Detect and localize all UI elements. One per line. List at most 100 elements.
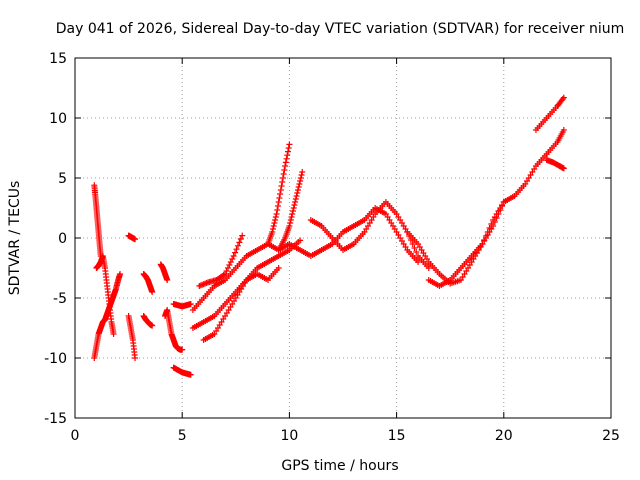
data-point-interp xyxy=(227,259,234,265)
x-tick-label: 15 xyxy=(388,428,406,444)
y-tick-label: 15 xyxy=(49,51,67,67)
x-tick-label: 5 xyxy=(178,428,187,444)
data-point-interp xyxy=(274,207,281,213)
data-point-interp xyxy=(484,229,491,235)
data-point-interp xyxy=(288,214,295,220)
data-point-interp xyxy=(294,190,301,196)
data-point xyxy=(479,241,486,247)
y-tick-label: -10 xyxy=(44,351,67,367)
data-point-interp xyxy=(275,199,282,205)
data-point xyxy=(290,205,297,211)
data-point-interp xyxy=(274,203,281,209)
data-point-interp xyxy=(237,236,244,242)
grid-lines xyxy=(75,58,611,418)
data-point-interp xyxy=(271,220,278,226)
data-point xyxy=(299,169,306,175)
data-point xyxy=(560,165,567,172)
data-point xyxy=(149,289,156,295)
data-point xyxy=(286,223,293,229)
data-point xyxy=(187,371,194,378)
data-point-interp xyxy=(293,193,300,199)
data-point-interp xyxy=(488,221,495,227)
data-point xyxy=(187,301,194,307)
data-point xyxy=(560,127,567,133)
data-point-interp xyxy=(298,172,305,178)
x-tick-label: 0 xyxy=(71,428,80,444)
data-point xyxy=(425,265,432,271)
x-tick-label: 20 xyxy=(495,428,513,444)
data-point-interp xyxy=(481,237,488,243)
data-point-interp xyxy=(297,178,304,184)
data-point xyxy=(179,346,186,353)
axis-ticks: 0 5 10 15 20 25 -15 -10 -5 0 5 10 15 xyxy=(44,51,620,444)
data-point-interp xyxy=(284,152,291,159)
data-point-interp xyxy=(287,220,294,226)
data-point xyxy=(149,322,156,329)
data-point-interp xyxy=(236,239,243,246)
data-point xyxy=(297,237,304,244)
data-point xyxy=(132,236,139,243)
data-point xyxy=(277,187,284,193)
y-tick-label: 5 xyxy=(58,171,67,187)
data-point-interp xyxy=(482,233,489,239)
data-point xyxy=(239,232,246,239)
data-point xyxy=(273,211,280,217)
data-point-interp xyxy=(295,184,302,190)
data-point-interp xyxy=(234,242,241,249)
data-point xyxy=(294,187,301,193)
data-point xyxy=(269,229,276,235)
data-point-interp xyxy=(278,183,285,189)
data-point-interp xyxy=(233,246,240,253)
data-point-interp xyxy=(279,175,286,181)
data-point-interp xyxy=(224,265,231,271)
x-tick-label: 10 xyxy=(280,428,298,444)
data-point-interp xyxy=(292,199,299,205)
data-point xyxy=(164,277,171,283)
y-tick-label: -15 xyxy=(44,411,67,427)
y-tick-label: 10 xyxy=(49,111,67,127)
x-axis-label: GPS time / hours xyxy=(281,458,398,474)
data-point-interp xyxy=(226,262,233,268)
data-point-interp xyxy=(289,208,296,214)
data-point-interp xyxy=(269,226,276,232)
data-point-interp xyxy=(270,223,277,229)
x-tick-label: 25 xyxy=(602,428,620,444)
data-point-interp xyxy=(272,214,279,220)
data-point-interp xyxy=(287,217,294,223)
y-tick-label: 0 xyxy=(58,231,67,247)
data-point-interp xyxy=(285,145,292,151)
data-point-interp xyxy=(272,217,279,223)
data-point xyxy=(415,259,422,265)
data-point-interp xyxy=(276,195,283,201)
data-point-interp xyxy=(280,171,287,177)
data-point xyxy=(132,355,139,361)
data-point-interp xyxy=(292,196,299,202)
data-point-interp xyxy=(283,155,290,162)
data-point-interp xyxy=(291,202,298,208)
data-point xyxy=(282,163,289,169)
data-point xyxy=(560,94,567,101)
data-point-interp xyxy=(284,148,291,155)
data-point-interp xyxy=(289,211,296,217)
data-point-interp xyxy=(413,249,420,255)
y-axis-label: SDTVAR / TECUs xyxy=(7,181,23,296)
data-point-interp xyxy=(229,256,236,262)
data-point xyxy=(110,331,117,337)
data-point-interp xyxy=(409,241,416,247)
data-point xyxy=(286,141,293,148)
data-point-interp xyxy=(232,249,239,256)
data-point-interp xyxy=(281,167,288,173)
y-tick-label: -5 xyxy=(53,291,67,307)
data-point xyxy=(230,253,237,259)
data-point-interp xyxy=(279,179,286,185)
data-point-interp xyxy=(282,159,289,166)
chart-title: Day 041 of 2026, Sidereal Day-to-day VTE… xyxy=(56,21,625,37)
data-point-interp xyxy=(486,225,493,231)
data-point xyxy=(275,265,282,271)
data-point-interp xyxy=(297,175,304,181)
data-point-interp xyxy=(277,191,284,197)
data-point xyxy=(117,271,124,277)
data-point-interp xyxy=(296,181,303,187)
data-point-interp xyxy=(411,245,418,251)
